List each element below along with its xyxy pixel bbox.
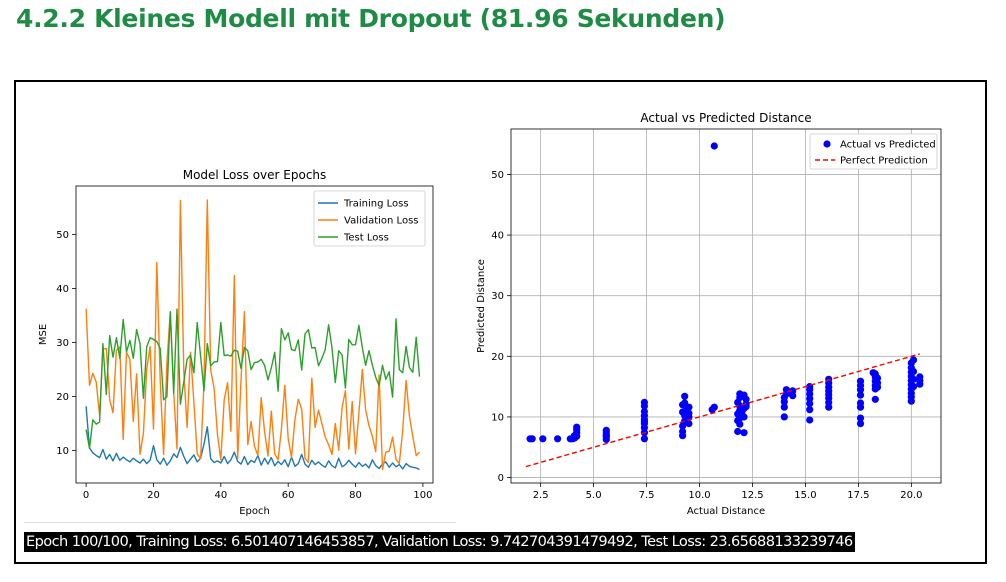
scatter-point (869, 369, 877, 377)
scatter-point (909, 383, 918, 391)
scatter-point (871, 395, 879, 403)
scatter-point (856, 391, 865, 399)
x-tick-label: 15.0 (794, 490, 816, 501)
x-tick-label: 17.5 (847, 490, 869, 501)
y-tick-label: 10 (56, 446, 69, 457)
scatter-point (909, 375, 918, 383)
y-axis-label: MSE (38, 324, 49, 345)
scatter-point (573, 423, 581, 431)
scatter-point (710, 142, 718, 150)
scatter-point (856, 399, 865, 407)
y-tick-label: 20 (491, 352, 504, 363)
series-line-test-loss (85, 308, 421, 450)
scatter-point (602, 432, 610, 440)
y-tick-label: 10 (491, 412, 504, 423)
scatter-point (528, 435, 536, 443)
scatter-legend: Actual vs Predicted Perfect Prediction (809, 133, 938, 170)
y-tick-label: 20 (56, 392, 69, 403)
section-heading: 4.2.2 Kleines Modell mit Dropout (81.96 … (16, 4, 726, 33)
scatter-point (740, 391, 748, 399)
scatter-point (554, 435, 562, 443)
loss-chart: 0 20 40 60 80 100 10 20 30 40 50 Model Loss over Ep… (38, 168, 434, 517)
scatter-point (734, 427, 742, 436)
scatter-point (873, 374, 882, 382)
plot-area-border (510, 128, 942, 484)
x-tick-label: 5.0 (586, 490, 602, 501)
legend-label: Test Loss (343, 233, 389, 244)
y-tick-label: 40 (491, 231, 504, 242)
legend-label: Perfect Prediction (840, 156, 928, 167)
chart-title: Model Loss over Epochs (183, 168, 327, 182)
scatter-point (916, 373, 924, 381)
scatter-point (685, 409, 693, 417)
y-tick-label: 40 (56, 284, 69, 295)
legend-box (313, 190, 426, 247)
x-tick-label: 20 (147, 490, 160, 501)
x-tick-label: 60 (282, 490, 295, 501)
x-tick-label: 0 (83, 490, 89, 501)
y-tick-label: 50 (56, 230, 69, 241)
y-axis-label: Predicted Distance (476, 259, 487, 353)
legend-box (809, 133, 938, 170)
legend-label: Training Loss (343, 199, 409, 210)
scatter-point (602, 426, 610, 434)
x-axis-label: Epoch (239, 506, 270, 517)
x-tick-label: 7.5 (639, 490, 655, 501)
chart-title: Actual vs Predicted Distance (640, 111, 811, 125)
scatter-point (909, 367, 918, 376)
scatter-point (640, 435, 649, 443)
scatter-point (856, 414, 865, 422)
scatter-point (789, 387, 797, 395)
scatter-point (681, 392, 689, 400)
x-tick-label: 20.0 (900, 490, 922, 501)
y-tick-label: 50 (491, 170, 504, 181)
scatter-point (738, 407, 746, 416)
scatter-point (679, 401, 687, 409)
legend-label: Validation Loss (344, 216, 419, 227)
x-tick-label: 10.0 (688, 490, 710, 501)
x-tick-label: 2.5 (533, 490, 549, 501)
scatter-point (734, 417, 742, 425)
series-line-training-loss (85, 406, 420, 471)
plot-area-border (75, 185, 434, 484)
scatter-chart: 2.5 5.0 7.5 10.0 12.5 15.0 17.5 20.0 0 10 20 30 40 50… (476, 111, 942, 517)
y-tick-label: 30 (56, 338, 69, 349)
legend-marker (823, 140, 831, 148)
scatter-point (640, 418, 649, 426)
scatter-point (856, 377, 865, 385)
legend-label: Actual vs Predicted (840, 140, 936, 151)
y-tick-label: 30 (491, 291, 504, 302)
scatter-point (780, 413, 788, 421)
y-tick-label: 0 (498, 473, 504, 484)
scatter-point (909, 356, 918, 364)
scatter-point (740, 413, 748, 421)
x-axis-label: Actual Distance (687, 506, 765, 517)
scatter-point (539, 435, 547, 443)
scatter-point (640, 398, 649, 406)
scatter-point (806, 416, 814, 424)
series-line-validation-loss (85, 199, 420, 471)
loss-legend: Training Loss Validation Loss Test Loss (313, 190, 426, 247)
scatter-point (640, 407, 649, 416)
scatter-point (740, 429, 748, 437)
scatter-point (780, 403, 788, 411)
output-separator (24, 522, 456, 523)
scatter-point (679, 427, 687, 436)
scatter-point (856, 420, 865, 428)
x-tick-label: 100 (413, 490, 432, 501)
x-tick-label: 40 (214, 490, 227, 501)
x-tick-label: 12.5 (741, 490, 763, 501)
scatter-point (806, 406, 814, 414)
scatter-point (710, 403, 718, 411)
output-image-frame: 0 20 40 60 80 100 10 20 30 40 50 Model Loss over Ep… (14, 80, 987, 564)
scatter-point (570, 432, 579, 440)
console-output-line: Epoch 100/100, Training Loss: 6.50140714… (24, 532, 855, 552)
x-tick-label: 80 (349, 490, 362, 501)
scatter-point (685, 403, 693, 411)
perfect-prediction-line (525, 353, 921, 468)
